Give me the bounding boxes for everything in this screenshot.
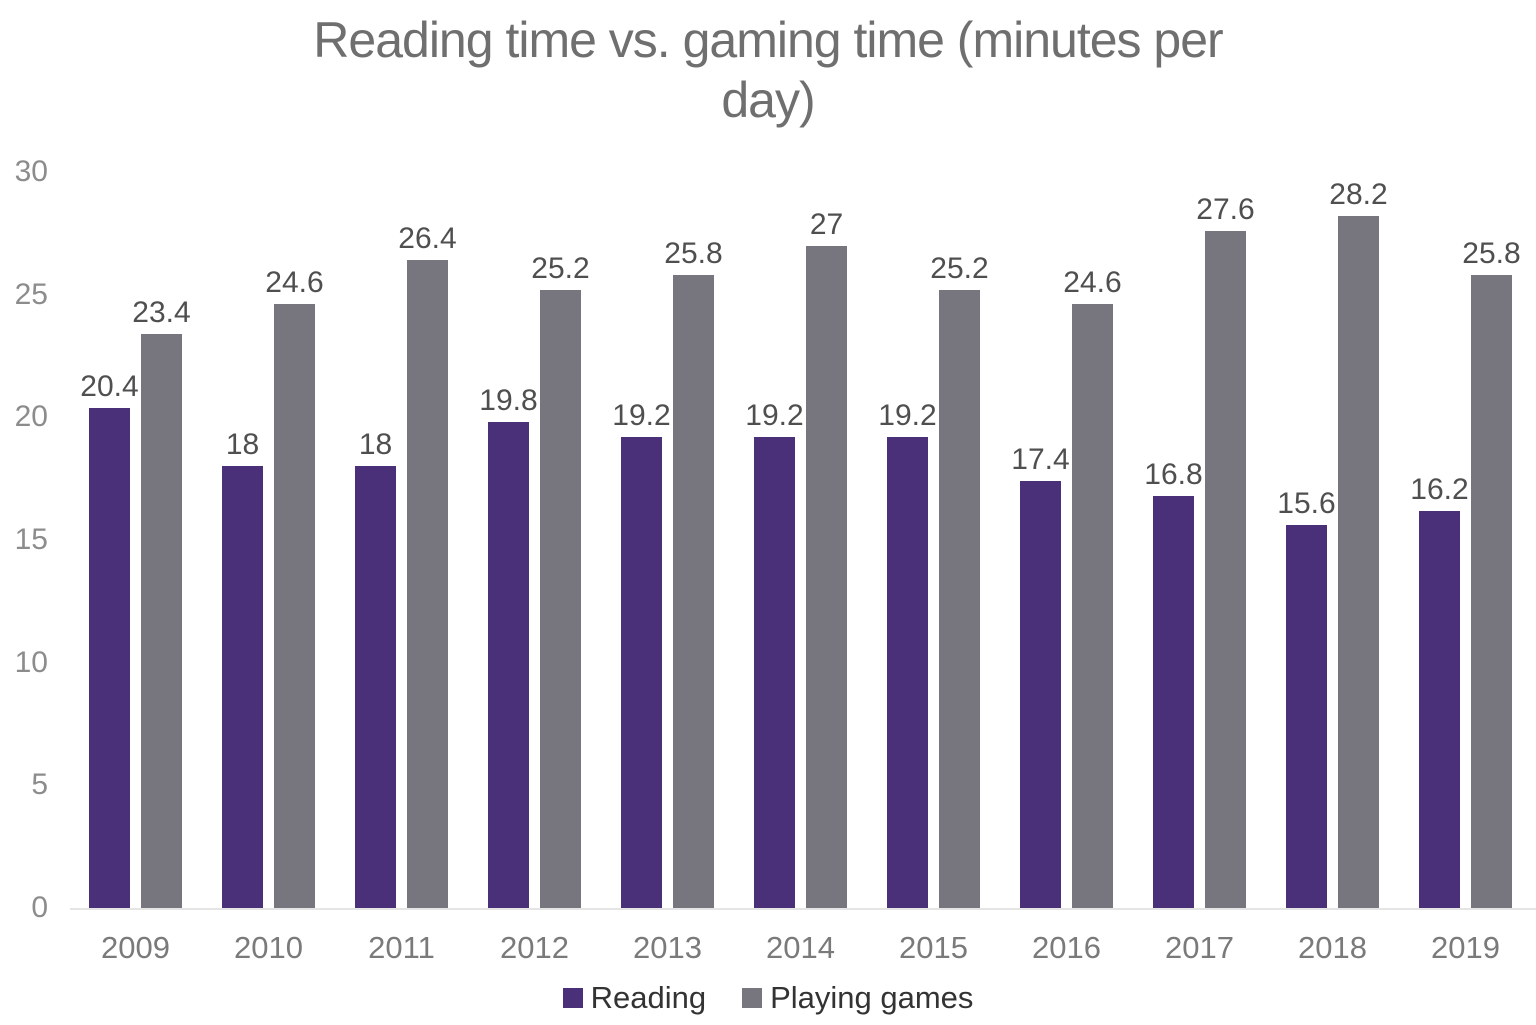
x-axis-tick-label: 2015 <box>899 930 968 965</box>
y-axis-tick-label: 5 <box>31 768 48 802</box>
x-axis-line <box>70 908 1536 910</box>
x-axis-tick-label: 2010 <box>234 930 303 965</box>
chart-title-line-2: day) <box>721 72 815 128</box>
reading-legend-label: Reading <box>590 980 707 1015</box>
reading-bar <box>1020 481 1061 908</box>
playing-games-bar <box>806 245 847 908</box>
playing-games-bar <box>1205 230 1246 908</box>
bar-value-label: 19.8 <box>479 384 538 418</box>
reading-bar <box>887 436 928 908</box>
playing-games-bar <box>939 289 980 908</box>
x-axis-tick-label: 2018 <box>1298 930 1367 965</box>
reading-bar <box>488 422 529 908</box>
bar-value-label: 27.6 <box>1196 192 1255 226</box>
bar-value-label: 25.8 <box>1462 237 1521 271</box>
reading-bar <box>1153 495 1194 908</box>
playing-games-bar <box>1338 216 1379 908</box>
bar-value-label: 27 <box>809 207 844 241</box>
playing-games-bar <box>274 304 315 908</box>
reading-legend-swatch-icon <box>562 988 583 1008</box>
y-axis-tick-label: 10 <box>14 645 48 679</box>
bar-value-label: 25.2 <box>930 251 989 285</box>
bar-value-label: 23.4 <box>132 295 191 329</box>
y-axis-tick-label: 15 <box>14 523 48 556</box>
x-axis-tick-label: 2016 <box>1032 930 1101 965</box>
x-axis-tick-label: 2019 <box>1431 930 1500 965</box>
y-axis-tick-label: 0 <box>31 891 48 924</box>
y-axis-tick-label: 30 <box>14 155 48 188</box>
reading-bar <box>1419 510 1460 908</box>
bar-value-label: 24.6 <box>1063 266 1122 300</box>
bar-value-label: 16.8 <box>1144 457 1203 491</box>
x-axis-tick-label: 2009 <box>101 930 170 965</box>
legend: Reading Playing games <box>0 980 1536 1016</box>
bar-value-label: 17.4 <box>1011 443 1070 477</box>
x-axis-tick-label: 2013 <box>633 930 702 965</box>
x-axis-tick-label: 2017 <box>1165 930 1234 965</box>
playing-games-bar <box>1471 275 1512 908</box>
x-axis-tick-label: 2014 <box>766 930 835 965</box>
chart-title: Reading time vs. gaming time (minutes pe… <box>0 10 1536 130</box>
reading-bar <box>754 436 795 908</box>
playing-games-bar <box>1072 304 1113 908</box>
x-axis-tick-label: 2012 <box>500 930 569 965</box>
reading-bar <box>355 466 396 908</box>
bar-value-label: 28.2 <box>1329 178 1388 212</box>
playing-games-bar <box>673 275 714 908</box>
playing-games-bar <box>141 333 182 908</box>
reading-bar <box>1286 525 1327 908</box>
bar-value-label: 25.8 <box>664 237 723 271</box>
bar-value-label: 15.6 <box>1277 487 1336 521</box>
reading-bar <box>621 436 662 908</box>
reading-bar <box>222 466 263 908</box>
bar-value-label: 19.2 <box>745 398 804 432</box>
playing-games-legend-label: Playing games <box>770 980 974 1015</box>
bar-value-label: 19.2 <box>612 398 671 432</box>
x-axis-tick-label: 2011 <box>368 930 435 965</box>
playing-games-bar <box>540 289 581 908</box>
bar-value-label: 24.6 <box>265 266 324 300</box>
y-axis-tick-label: 25 <box>14 277 48 311</box>
playing-games-legend-swatch-icon <box>742 988 763 1008</box>
legend-item-playing-games[interactable]: Playing games <box>742 980 973 1016</box>
bar-value-label: 16.2 <box>1410 472 1469 506</box>
bar-value-label: 18 <box>358 428 393 462</box>
bar-value-label: 20.4 <box>80 369 139 403</box>
bar-value-label: 19.2 <box>878 398 937 432</box>
bar-value-label: 25.2 <box>531 251 590 285</box>
y-axis-tick-label: 20 <box>14 400 48 434</box>
reading-bar <box>89 407 130 908</box>
legend-item-reading[interactable]: Reading <box>562 980 707 1016</box>
bar-value-label: 26.4 <box>398 222 457 256</box>
bar-value-label: 18 <box>225 428 260 462</box>
playing-games-bar <box>407 260 448 908</box>
chart-title-line-1: Reading time vs. gaming time (minutes pe… <box>313 12 1223 68</box>
